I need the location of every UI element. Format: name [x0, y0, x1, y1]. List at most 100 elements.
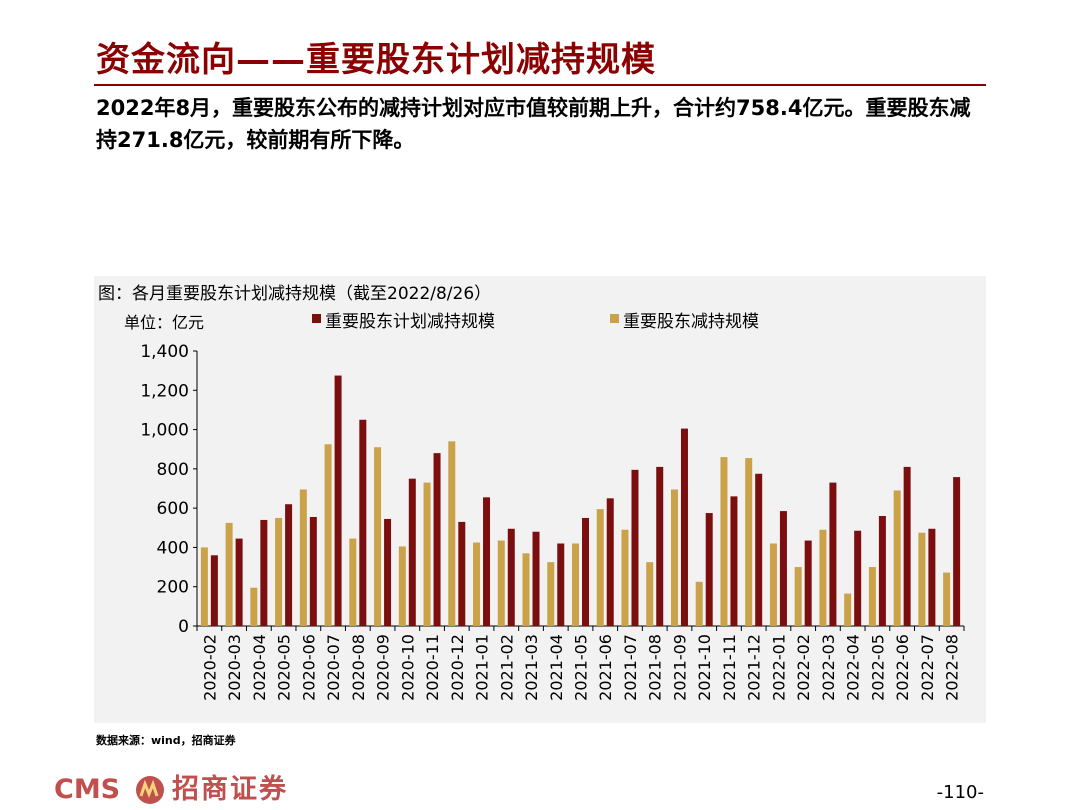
bar-actual-reduction	[374, 447, 382, 626]
bar-actual-reduction	[819, 529, 827, 626]
bar-actual-reduction	[720, 457, 728, 626]
bar-actual-reduction	[646, 562, 654, 626]
bar-actual-reduction	[695, 581, 703, 626]
bar-planned-reduction	[557, 543, 565, 626]
summary-text: 2022年8月，重要股东公布的减持计划对应市值较前期上升，合计约758.4亿元。…	[96, 96, 971, 152]
bar-actual-reduction	[547, 562, 555, 626]
x-tick-label: 2021-09	[670, 634, 689, 701]
bar-planned-reduction	[705, 513, 713, 626]
x-tick-label: 2020-09	[374, 634, 393, 701]
bar-planned-reduction	[483, 497, 491, 626]
bar-actual-reduction	[275, 517, 283, 626]
bar-actual-reduction	[893, 490, 901, 626]
x-tick-label: 2021-06	[596, 634, 615, 701]
x-axis: 2020-02 2020-03 2020-04 2020-05 2020-06 2020-…	[196, 625, 965, 701]
bar-actual-reduction	[299, 489, 307, 626]
bar-actual-reduction	[522, 553, 530, 626]
x-tick-label: 2020-02	[200, 634, 219, 701]
unit-label: 单位：亿元	[124, 313, 204, 332]
bar-planned-reduction	[755, 473, 763, 626]
bar-actual-reduction	[918, 532, 926, 626]
bar-planned-reduction	[285, 504, 293, 626]
x-tick-label: 2020-05	[275, 634, 294, 701]
x-tick-label: 2022-02	[794, 634, 813, 701]
bar-actual-reduction	[250, 587, 258, 626]
bar-actual-reduction	[423, 482, 431, 626]
bar-planned-reduction	[235, 538, 243, 626]
bar-actual-reduction	[473, 542, 481, 626]
x-tick-label: 2022-04	[844, 634, 863, 701]
bar-planned-reduction	[532, 531, 540, 626]
chart-title: 图：各月重要股东计划减持规模（截至2022/8/26）	[98, 284, 491, 304]
bar-actual-reduction	[868, 567, 876, 626]
bar-planned-reduction	[433, 453, 441, 626]
bar-actual-reduction	[349, 538, 357, 626]
logo-chinese-name: 招商证券	[172, 774, 288, 805]
bar-actual-reduction	[943, 572, 951, 626]
bar-planned-reduction	[829, 482, 837, 626]
legend-swatch	[610, 314, 619, 323]
bar-planned-reduction	[878, 516, 886, 626]
bar-planned-reduction	[210, 555, 218, 626]
x-tick-label: 2021-11	[720, 634, 739, 701]
x-tick-label: 2021-07	[621, 634, 640, 701]
bar-planned-reduction	[631, 469, 639, 626]
bar-actual-reduction	[324, 444, 332, 626]
x-tick-label: 2021-10	[695, 634, 714, 701]
x-tick-label: 2022-03	[819, 634, 838, 701]
x-tick-label: 2020-04	[250, 634, 269, 701]
legend-label: 重要股东计划减持规模	[325, 312, 495, 332]
x-tick-label: 2022-07	[918, 634, 937, 701]
x-tick-label: 2022-01	[769, 634, 788, 701]
bar-actual-reduction	[745, 458, 753, 626]
x-tick-label: 2021-02	[497, 634, 516, 701]
y-tick-label: 400	[157, 538, 189, 558]
bar-actual-reduction	[448, 441, 456, 626]
bars	[200, 375, 961, 626]
x-tick-label: 2020-06	[299, 634, 318, 701]
bar-actual-reduction	[572, 543, 579, 626]
bar-planned-reduction	[928, 528, 936, 626]
bar-planned-reduction	[656, 466, 664, 626]
x-tick-label: 2021-05	[572, 634, 591, 701]
bar-planned-reduction	[606, 498, 614, 626]
x-tick-label: 2021-04	[547, 634, 566, 701]
y-tick-label: 0	[178, 617, 189, 637]
bar-actual-reduction	[794, 567, 802, 626]
x-tick-label: 2020-12	[448, 634, 467, 701]
company-logo: CMS 招商证券	[54, 774, 294, 806]
bar-planned-reduction	[779, 511, 787, 626]
x-tick-label: 2020-07	[324, 634, 343, 701]
bar-actual-reduction	[670, 489, 678, 626]
bar-actual-reduction	[200, 547, 208, 626]
bar-planned-reduction	[680, 428, 688, 626]
bar-planned-reduction	[359, 419, 367, 626]
y-tick-label: 600	[157, 499, 189, 519]
bar-actual-reduction	[844, 593, 852, 626]
bar-planned-reduction	[384, 518, 392, 626]
legend-swatch	[312, 314, 321, 323]
bar-actual-reduction	[225, 522, 233, 626]
bar-planned-reduction	[854, 530, 862, 626]
y-tick-label: 200	[157, 578, 189, 598]
x-tick-label: 2021-03	[522, 634, 541, 701]
y-axis: 0 200 400 600 800 1,000 1,200 1,400	[140, 342, 198, 637]
bar-actual-reduction	[596, 509, 604, 626]
title-divider	[94, 84, 986, 86]
bar-planned-reduction	[507, 528, 515, 626]
bar-planned-reduction	[953, 477, 961, 626]
chart-panel: 图：各月重要股东计划减持规模（截至2022/8/26） 单位：亿元 重要股东计划…	[94, 276, 986, 723]
x-tick-label: 2021-12	[745, 634, 764, 701]
x-tick-label: 2020-11	[423, 634, 442, 701]
bar-planned-reduction	[260, 519, 268, 626]
x-tick-label: 2020-08	[349, 634, 368, 701]
x-tick-label: 2022-08	[943, 634, 962, 701]
bar-planned-reduction	[309, 516, 317, 626]
bar-actual-reduction	[769, 543, 777, 626]
bar-actual-reduction	[497, 540, 505, 626]
x-tick-label: 2022-06	[893, 634, 912, 701]
x-tick-label: 2022-05	[868, 634, 887, 701]
x-tick-label: 2020-10	[398, 634, 417, 701]
y-tick-label: 1,000	[140, 421, 189, 441]
legend: 重要股东计划减持规模 重要股东减持规模	[312, 312, 759, 332]
